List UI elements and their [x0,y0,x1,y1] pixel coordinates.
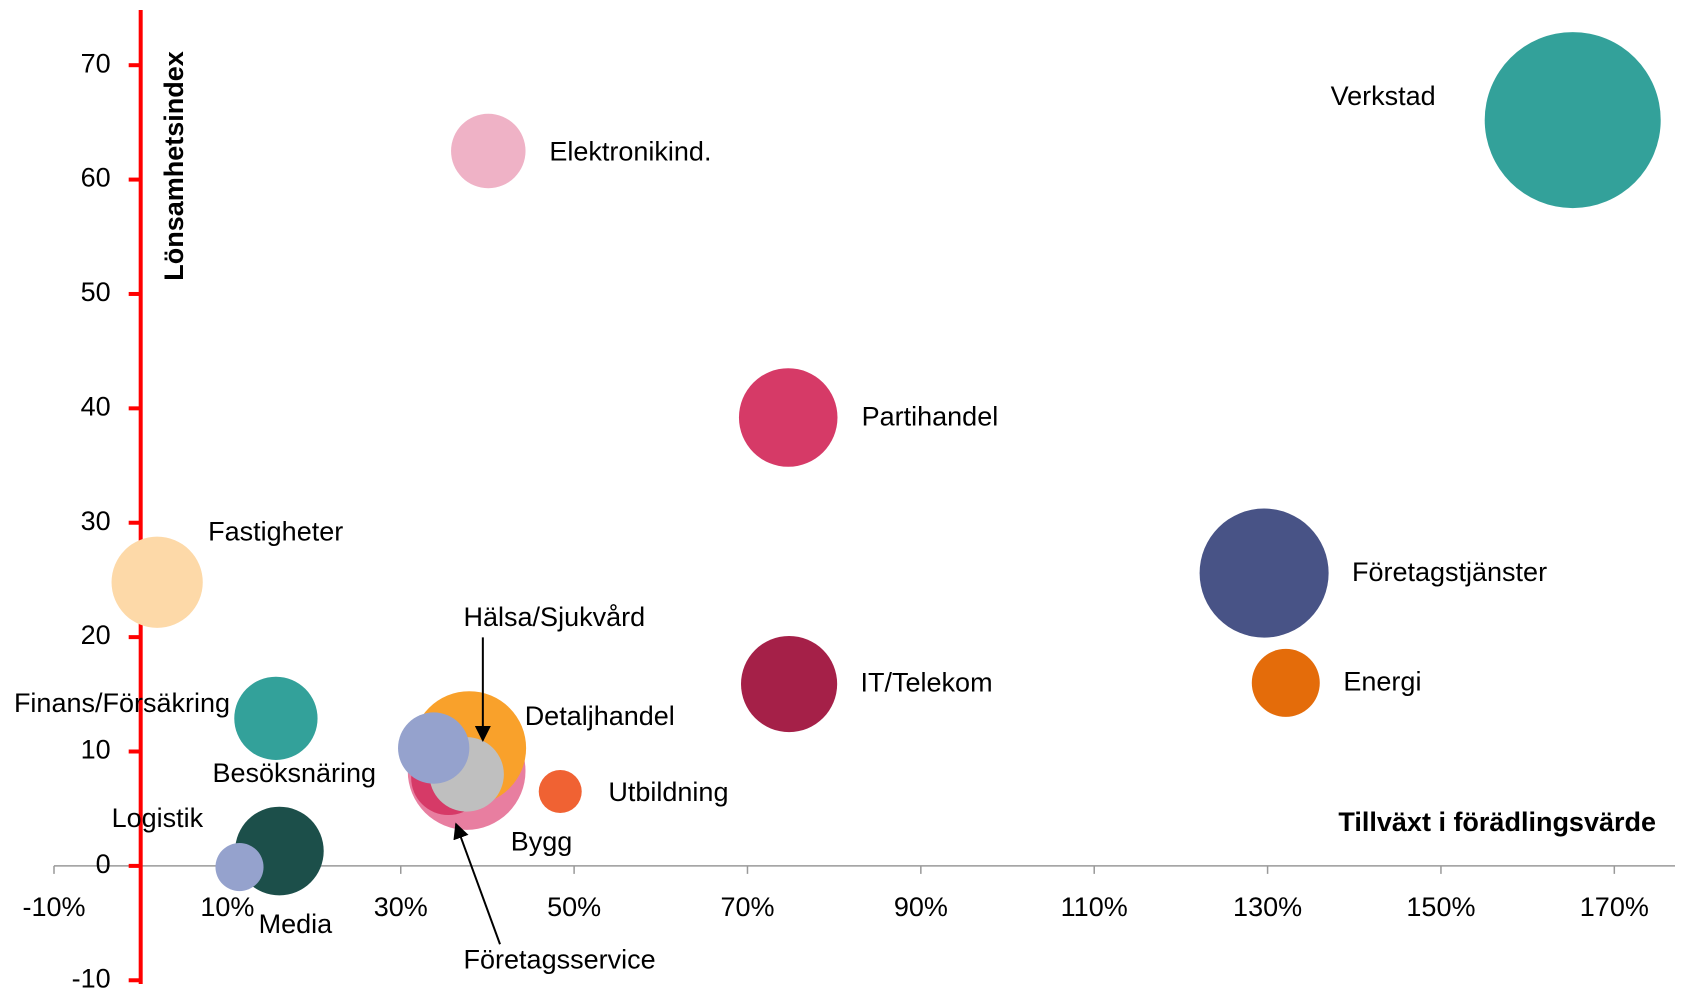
bubble [1199,508,1329,638]
arrow [453,822,501,945]
bubble-label: Elektronikind. [549,137,711,167]
bubble-label: Hälsa/Sjukvård [464,602,646,632]
bubble [538,770,582,814]
y-tick-label: 70 [81,48,111,78]
x-axis-title: Tillväxt i förädlingsvärde [1338,807,1656,837]
y-tick-label: -10 [72,963,111,993]
y-tick-label: 0 [96,849,111,879]
x-tick-label: 50% [547,892,601,922]
bubble [451,113,526,189]
y-axis-title: Lönsamhetsindex [159,51,189,281]
bubble [1484,32,1661,209]
x-tick-label: 170% [1580,892,1649,922]
bubble-label: Utbildning [608,777,728,807]
bubble-label: Bygg [511,827,573,857]
bubble [398,712,470,784]
bubble-label: Finans/Försäkring [14,688,230,718]
x-tick-label: 70% [720,892,774,922]
bubble [738,368,838,467]
bubble-label: Partihandel [862,402,999,432]
x-tick-label: 110% [1061,892,1128,922]
bubble [741,635,838,733]
y-tick-label: 30 [81,506,111,536]
bubble [215,842,264,892]
bubble-label: Detaljhandel [525,701,675,731]
bubble-label: Energi [1343,667,1421,697]
x-tick-label: 10% [200,892,254,922]
bubble [111,536,203,628]
bubble-label: IT/Telekom [861,668,993,698]
y-tick-label: 40 [81,391,111,421]
x-tick-label: -10% [22,892,85,922]
x-tick-label: 150% [1406,892,1475,922]
x-tick-label: 90% [894,892,948,922]
x-tick-label: 130% [1233,892,1302,922]
y-tick-label: 50 [81,277,111,307]
bubble-label: Besöksnäring [212,758,376,788]
bubble-label: Logistik [112,803,204,833]
bubble [1251,648,1320,717]
y-tick-label: 20 [81,620,111,650]
bubble [234,676,318,760]
bubble-label: Fastigheter [208,516,343,546]
bubble-label: Verkstad [1331,81,1436,111]
bubble-label: Företagstjänster [1352,557,1547,587]
y-tick-label: 60 [81,163,111,193]
bubble-label: Företagsservice [464,945,656,975]
bubble-label: Media [259,909,334,939]
x-tick-label: 30% [374,892,428,922]
y-tick-label: 10 [81,735,111,765]
